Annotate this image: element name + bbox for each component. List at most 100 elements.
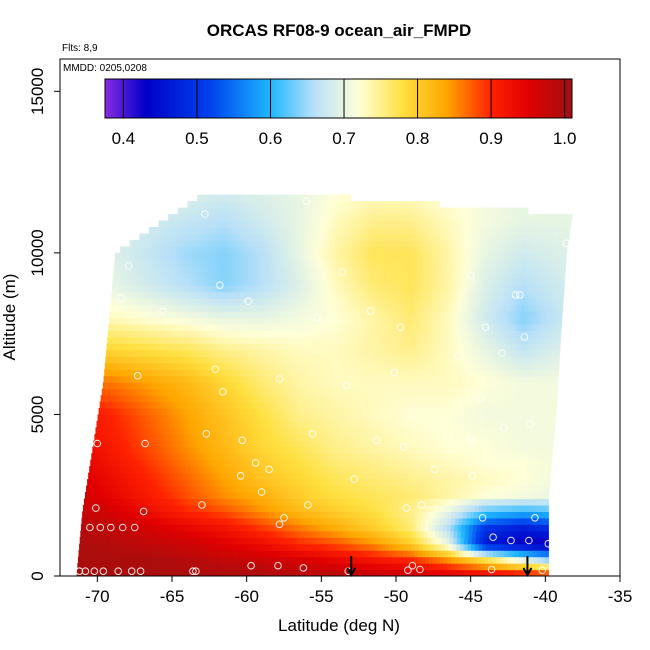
heatmap-cell: [372, 336, 377, 344]
heatmap-cell: [351, 543, 356, 551]
heatmap-cell: [337, 407, 342, 416]
heatmap-cell: [260, 556, 266, 564]
heatmap-cell: [470, 485, 475, 493]
heatmap-cell: [324, 369, 329, 377]
heatmap-cell: [215, 446, 220, 454]
heatmap-cell: [319, 524, 325, 532]
heatmap-cell: [288, 317, 293, 325]
heatmap-cell: [213, 388, 219, 396]
heatmap-cell: [448, 459, 453, 467]
heatmap-cell: [186, 511, 191, 519]
heatmap-cell: [517, 569, 522, 576]
heatmap-cell: [452, 504, 457, 512]
heatmap-cell: [453, 453, 458, 461]
heatmap-cell: [275, 563, 280, 571]
heatmap-cell: [350, 395, 356, 403]
heatmap-cell: [379, 336, 385, 344]
heatmap-cell: [393, 453, 399, 461]
heatmap-cell: [267, 382, 272, 390]
heatmap-cell: [509, 427, 515, 435]
heatmap-cell: [262, 543, 267, 551]
heatmap-cell: [212, 550, 218, 558]
heatmap-cell: [515, 440, 520, 448]
heatmap-cell: [179, 414, 185, 422]
heatmap-cell: [297, 446, 302, 454]
heatmap-cell: [429, 395, 434, 403]
heatmap-cell: [555, 369, 559, 377]
heatmap-cell: [117, 343, 123, 351]
heatmap-cell: [224, 388, 230, 396]
heatmap-cell: [440, 362, 446, 370]
heatmap-cell: [239, 504, 245, 512]
heatmap-cell: [196, 375, 202, 383]
heatmap-cell: [279, 466, 284, 474]
heatmap-cell: [420, 427, 425, 435]
heatmap-cell: [292, 356, 297, 364]
heatmap-cell: [354, 556, 359, 564]
heatmap-cell: [498, 407, 503, 416]
heatmap-cell: [208, 395, 214, 403]
heatmap-cell: [466, 517, 471, 525]
heatmap-cell: [167, 395, 173, 403]
heatmap-cell: [195, 349, 200, 357]
heatmap-cell: [122, 446, 127, 454]
heatmap-cell: [271, 375, 276, 383]
heatmap-cell: [419, 537, 424, 545]
heatmap-cell: [131, 414, 136, 422]
heatmap-cell: [214, 453, 219, 461]
heatmap-cell: [297, 524, 302, 532]
heatmap-cell: [354, 420, 359, 428]
heatmap-cell: [397, 530, 402, 538]
heatmap-cell: [516, 479, 521, 487]
heatmap-cell: [362, 511, 367, 519]
heatmap-cell: [348, 479, 353, 487]
heatmap-cell: [319, 453, 324, 461]
heatmap-cell: [308, 401, 314, 409]
heatmap-cell: [483, 343, 488, 351]
heatmap-cell: [331, 330, 337, 338]
heatmap-cell: [528, 427, 533, 435]
heatmap-cell: [207, 401, 213, 409]
heatmap-cell: [242, 466, 247, 474]
heatmap-cell: [275, 401, 280, 409]
heatmap-cell: [105, 433, 110, 441]
heatmap-cell: [112, 440, 117, 448]
heatmap-cell: [331, 336, 336, 344]
heatmap-cell: [224, 323, 229, 332]
heatmap-cell: [513, 472, 519, 480]
heatmap-cell: [265, 504, 271, 512]
heatmap-cell: [453, 530, 458, 538]
heatmap-cell: [493, 433, 499, 441]
heatmap-cell: [140, 375, 146, 383]
heatmap-cell: [479, 407, 484, 416]
heatmap-cell: [113, 537, 118, 545]
heatmap-cell: [534, 356, 540, 364]
heatmap-cell: [432, 491, 437, 500]
heatmap-cell: [121, 343, 126, 351]
heatmap-cell: [281, 537, 286, 545]
heatmap-cell: [150, 543, 155, 551]
heatmap-cell: [178, 446, 183, 454]
heatmap-cell: [170, 491, 176, 500]
heatmap-cell: [440, 556, 445, 564]
heatmap-cell: [333, 504, 338, 512]
heatmap-cell: [329, 504, 334, 512]
heatmap-cell: [135, 317, 140, 325]
heatmap-cell: [235, 414, 241, 422]
heatmap-cell: [142, 362, 147, 370]
heatmap-cell: [346, 369, 352, 377]
heatmap-cell: [268, 466, 273, 474]
heatmap-cell: [450, 524, 455, 532]
heatmap-cell: [160, 466, 165, 474]
heatmap-cell: [123, 459, 129, 467]
heatmap-cell: [186, 440, 192, 448]
heatmap-cell: [310, 362, 315, 370]
heatmap-cell: [235, 323, 240, 332]
heatmap-cell: [280, 317, 286, 325]
heatmap-cell: [536, 517, 542, 525]
heatmap-cell: [162, 498, 167, 506]
heatmap-cell: [185, 563, 190, 571]
heatmap-cell: [524, 407, 529, 416]
heatmap-cell: [195, 311, 200, 319]
heatmap-cell: [502, 336, 508, 344]
